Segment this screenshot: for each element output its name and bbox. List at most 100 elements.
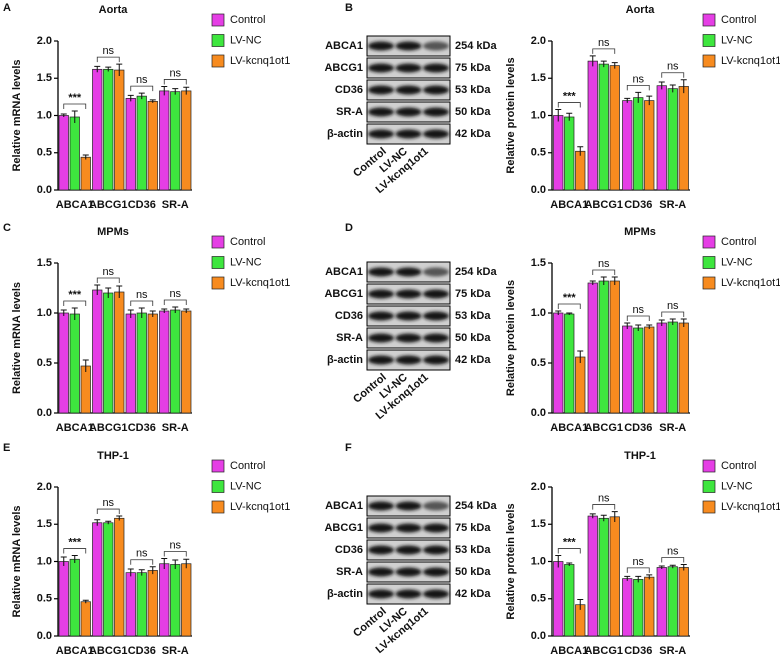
blot-band [395, 63, 422, 73]
error-bar [161, 558, 168, 569]
bar [587, 515, 598, 637]
significance-bracket [592, 269, 616, 275]
blot-band [423, 129, 449, 139]
significance-bracket [130, 85, 154, 92]
error-bar [646, 95, 653, 106]
error-bar [646, 324, 653, 329]
error-bar [161, 85, 168, 96]
y-tick-label: 0.0 [531, 407, 546, 419]
chart-title: Aorta [626, 4, 656, 16]
error-bar [60, 113, 67, 117]
significance-bracket [557, 102, 581, 108]
significance-bracket [626, 85, 650, 91]
legend-swatch [211, 500, 225, 514]
x-tick-label: SR-A [659, 645, 686, 655]
bar [633, 97, 644, 191]
y-tick-label: 1.5 [531, 257, 546, 269]
x-tick-label: SR-A [659, 422, 686, 434]
panel-letter: B [345, 2, 353, 14]
significance-bracket [592, 48, 616, 54]
error-bar [566, 562, 573, 566]
bar [181, 90, 192, 191]
bar [564, 313, 575, 414]
error-bar [566, 112, 573, 121]
panel-letter: C [3, 222, 11, 234]
bar [69, 313, 80, 414]
bar [598, 280, 609, 414]
blot-band [368, 567, 394, 577]
legend-label: Control [721, 14, 756, 26]
x-tick-label: ABCA1 [56, 199, 94, 211]
protein-label: ABCG1 [324, 288, 363, 300]
blot-band [368, 355, 394, 365]
bar [575, 356, 586, 414]
bar [103, 522, 114, 637]
error-bar [555, 109, 562, 122]
size-label: 75 kDa [455, 288, 491, 300]
significance-label: ns [598, 492, 610, 504]
legend-label: LV-kcnq1ot1 [721, 501, 780, 513]
bar [92, 522, 103, 637]
y-tick-label: 2.0 [37, 35, 52, 47]
x-tick-label: CD36 [128, 199, 156, 211]
y-tick-label: 0.5 [531, 147, 546, 159]
significance-label: ns [632, 73, 644, 85]
bar [159, 310, 170, 414]
significance-bracket [163, 551, 187, 557]
error-bar [600, 276, 607, 285]
legend-swatch [702, 276, 716, 290]
size-label: 254 kDa [455, 500, 497, 512]
significance-label: ns [632, 556, 644, 568]
error-bar [635, 575, 642, 583]
legend-label: LV-kcnq1ot1 [721, 277, 780, 289]
protein-label: β-actin [327, 354, 363, 366]
x-tick-label: CD36 [128, 422, 156, 434]
panel-letter: D [345, 222, 353, 234]
size-label: 42 kDa [455, 588, 491, 600]
bar [80, 601, 91, 637]
size-label: 75 kDa [455, 522, 491, 534]
y-tick-label: 1.5 [531, 518, 546, 530]
size-label: 254 kDa [455, 40, 497, 52]
blot-band [368, 501, 394, 511]
size-label: 50 kDa [455, 332, 491, 344]
blot-band [423, 333, 449, 343]
blot-band [368, 523, 394, 533]
x-tick-label: SR-A [162, 422, 189, 434]
protein-label: CD36 [335, 310, 363, 322]
significance-bracket [96, 508, 120, 515]
blot-band [395, 545, 422, 555]
bar [575, 150, 586, 191]
bar [667, 321, 678, 414]
bar [114, 69, 125, 191]
y-tick-label: 1.5 [531, 72, 546, 84]
blot-band [368, 289, 394, 299]
significance-bracket [163, 79, 187, 85]
y-axis-label: Relative mRNA levels [11, 282, 23, 394]
significance-label: *** [68, 536, 82, 548]
blot-band [423, 267, 449, 277]
significance-label: ns [169, 288, 181, 300]
x-tick-label: ABCG1 [89, 422, 128, 434]
significance-bracket [130, 559, 154, 565]
significance-bracket [661, 311, 685, 317]
x-tick-label: SR-A [659, 199, 686, 211]
legend-swatch [702, 500, 716, 514]
x-tick-label: ABCG1 [89, 645, 128, 655]
significance-label: *** [563, 536, 577, 548]
bar [598, 517, 609, 637]
chart-title: MPMs [624, 226, 656, 238]
bar [136, 312, 147, 414]
y-tick-label: 0.0 [531, 184, 546, 196]
significance-bracket [661, 557, 685, 563]
blot-band [423, 63, 449, 73]
blot-band [368, 41, 394, 51]
error-bar [183, 86, 190, 95]
significance-bracket [661, 72, 685, 78]
legend-label: LV-NC [721, 256, 753, 268]
protein-label: ABCA1 [325, 266, 363, 278]
error-bar [127, 94, 134, 102]
blot-band [423, 289, 449, 299]
error-bar [669, 84, 676, 93]
